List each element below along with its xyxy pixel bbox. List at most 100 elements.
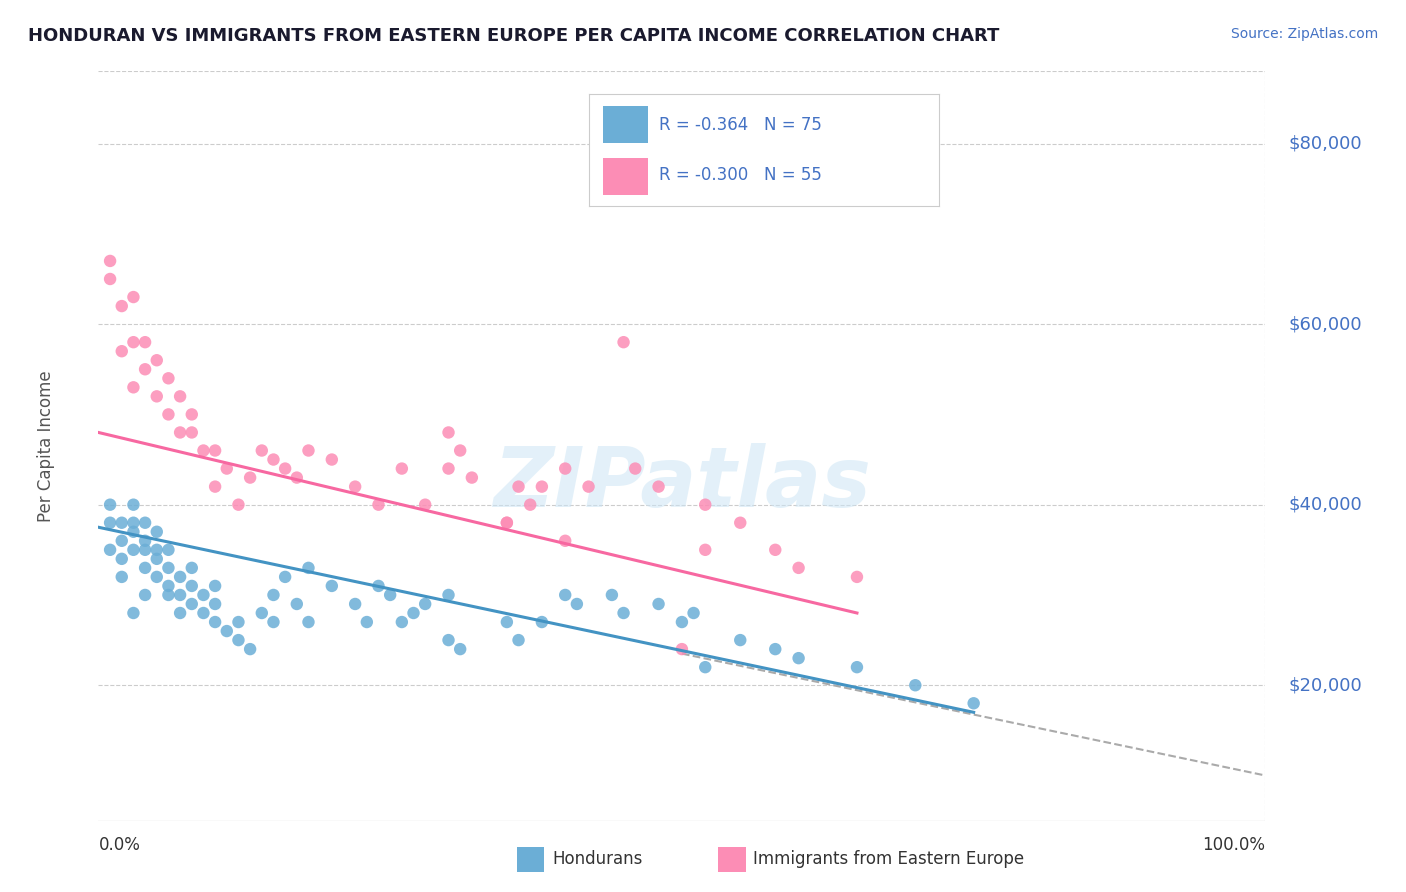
Point xyxy=(157,561,180,575)
Point xyxy=(157,371,180,385)
Point xyxy=(157,579,180,593)
Point xyxy=(111,344,134,359)
Point xyxy=(146,542,169,557)
Point xyxy=(285,597,308,611)
Point xyxy=(530,480,553,494)
Point xyxy=(321,579,343,593)
Text: Immigrants from Eastern Europe: Immigrants from Eastern Europe xyxy=(754,849,1025,868)
Point xyxy=(134,362,156,376)
Text: $60,000: $60,000 xyxy=(1289,315,1362,333)
Point xyxy=(730,516,752,530)
Point xyxy=(297,443,319,458)
Bar xyxy=(517,847,544,872)
Point xyxy=(180,408,202,422)
Point xyxy=(157,588,180,602)
Point xyxy=(111,533,134,548)
Text: HONDURAN VS IMMIGRANTS FROM EASTERN EUROPE PER CAPITA INCOME CORRELATION CHART: HONDURAN VS IMMIGRANTS FROM EASTERN EURO… xyxy=(28,27,1000,45)
Point xyxy=(367,498,389,512)
Point xyxy=(98,498,121,512)
Point xyxy=(193,443,215,458)
Point xyxy=(391,615,413,629)
Point xyxy=(122,606,145,620)
Point xyxy=(146,353,169,368)
Point xyxy=(565,597,588,611)
Text: $40,000: $40,000 xyxy=(1289,496,1362,514)
Point xyxy=(695,660,717,674)
Text: Hondurans: Hondurans xyxy=(553,849,643,868)
Point xyxy=(530,615,553,629)
Point xyxy=(250,443,273,458)
Point xyxy=(344,480,367,494)
Point xyxy=(274,570,297,584)
Point xyxy=(122,290,145,304)
Point xyxy=(508,633,530,648)
Point xyxy=(180,579,202,593)
Text: 0.0%: 0.0% xyxy=(98,836,141,854)
Point xyxy=(437,425,460,440)
Point xyxy=(624,461,647,475)
Point xyxy=(763,542,786,557)
Point xyxy=(508,480,530,494)
Point xyxy=(695,542,717,557)
Point xyxy=(98,272,121,286)
Point xyxy=(682,606,704,620)
Point xyxy=(402,606,425,620)
Point xyxy=(134,588,156,602)
Point xyxy=(437,461,460,475)
Point xyxy=(169,389,191,403)
Point xyxy=(496,615,519,629)
Point xyxy=(496,516,519,530)
Point xyxy=(122,524,145,539)
Point xyxy=(134,516,156,530)
Point xyxy=(193,606,215,620)
Point xyxy=(122,542,145,557)
Point xyxy=(239,642,262,657)
Point xyxy=(367,579,389,593)
Text: ZIPatlas: ZIPatlas xyxy=(494,443,870,524)
Point xyxy=(228,615,250,629)
Point xyxy=(204,579,226,593)
Point xyxy=(297,615,319,629)
Point xyxy=(787,561,810,575)
Point xyxy=(496,516,519,530)
Point xyxy=(262,588,284,602)
Point xyxy=(204,597,226,611)
Point xyxy=(204,480,226,494)
Point xyxy=(413,498,436,512)
Point xyxy=(146,552,169,566)
Point xyxy=(146,524,169,539)
Point xyxy=(250,606,273,620)
Point xyxy=(554,461,576,475)
Point xyxy=(111,552,134,566)
Point xyxy=(122,498,145,512)
Point xyxy=(578,480,600,494)
Point xyxy=(215,624,238,638)
Point xyxy=(904,678,927,692)
Point xyxy=(612,606,634,620)
Point xyxy=(356,615,378,629)
Point xyxy=(449,443,471,458)
Point xyxy=(169,588,191,602)
Point xyxy=(98,254,121,268)
Point xyxy=(228,498,250,512)
Point xyxy=(134,335,156,350)
Text: Source: ZipAtlas.com: Source: ZipAtlas.com xyxy=(1230,27,1378,41)
Point xyxy=(169,425,191,440)
Point xyxy=(134,533,156,548)
Point xyxy=(846,660,869,674)
Point xyxy=(600,588,623,602)
Text: $20,000: $20,000 xyxy=(1289,676,1362,694)
Point xyxy=(98,516,121,530)
Text: $80,000: $80,000 xyxy=(1289,135,1362,153)
Point xyxy=(763,642,786,657)
Point xyxy=(730,633,752,648)
Point xyxy=(262,452,284,467)
Point xyxy=(180,597,202,611)
Point xyxy=(671,642,693,657)
Point xyxy=(554,533,576,548)
Point xyxy=(285,470,308,484)
Text: 100.0%: 100.0% xyxy=(1202,836,1265,854)
Point xyxy=(344,597,367,611)
Point xyxy=(122,335,145,350)
Point xyxy=(215,461,238,475)
